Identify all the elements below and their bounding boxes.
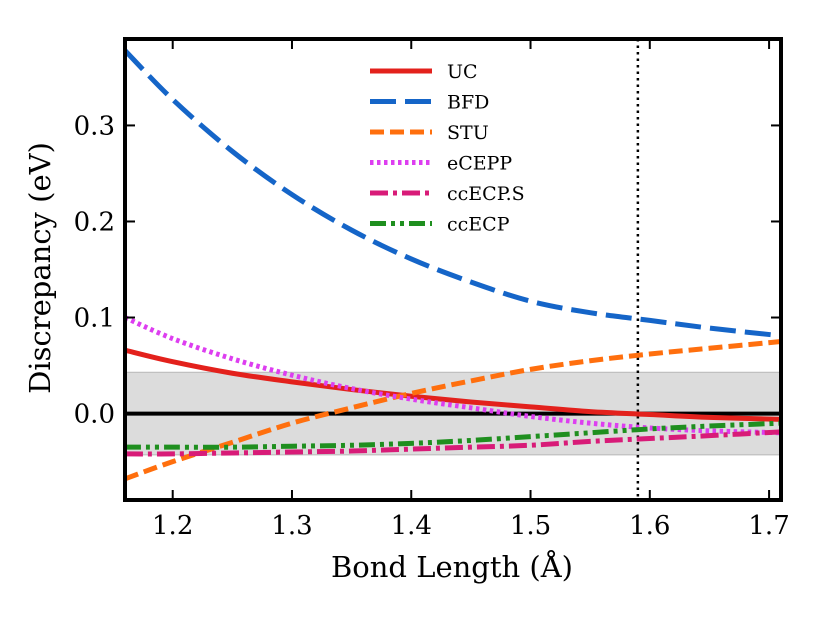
series-line-ccecp-s (125, 429, 781, 457)
legend-label: ccECP.S (447, 183, 525, 205)
legend-label: ccECP (447, 214, 510, 236)
axes (123, 37, 783, 502)
y-tick-label: 0.0 (74, 400, 115, 430)
y-axis-label: Discrepancy (eV) (23, 142, 57, 394)
y-tick-label: 0.2 (74, 207, 115, 237)
y-tick-label: 0.1 (74, 304, 115, 334)
x-tick-label: 1.4 (391, 511, 432, 541)
series-line-stu (125, 339, 781, 482)
series-line-bfd (125, 48, 781, 339)
legend-label: eCEPP (447, 153, 512, 175)
legend-label: UC (447, 61, 478, 83)
legend-label: BFD (447, 92, 489, 114)
series-line-uc (125, 347, 781, 422)
legend: UC BFD STU eCEPP ccECP.S ccECP (370, 61, 525, 236)
x-axis-label: Bond Length (Å) (331, 549, 573, 584)
x-tick-label: 1.2 (152, 511, 193, 541)
x-tick-label: 1.5 (510, 511, 551, 541)
series-lines (125, 48, 781, 482)
y-tick-label: 0.3 (74, 111, 115, 141)
plot-frame (123, 37, 783, 502)
x-tick-label: 1.7 (748, 511, 789, 541)
ticks: 1.2 1.3 1.4 1.5 1.6 1.7 0.0 0.1 0.2 0.3 (74, 39, 790, 541)
x-tick-label: 1.3 (271, 511, 312, 541)
series-line-ccecp (125, 420, 781, 450)
x-tick-label: 1.6 (629, 511, 670, 541)
legend-label: STU (447, 122, 489, 144)
